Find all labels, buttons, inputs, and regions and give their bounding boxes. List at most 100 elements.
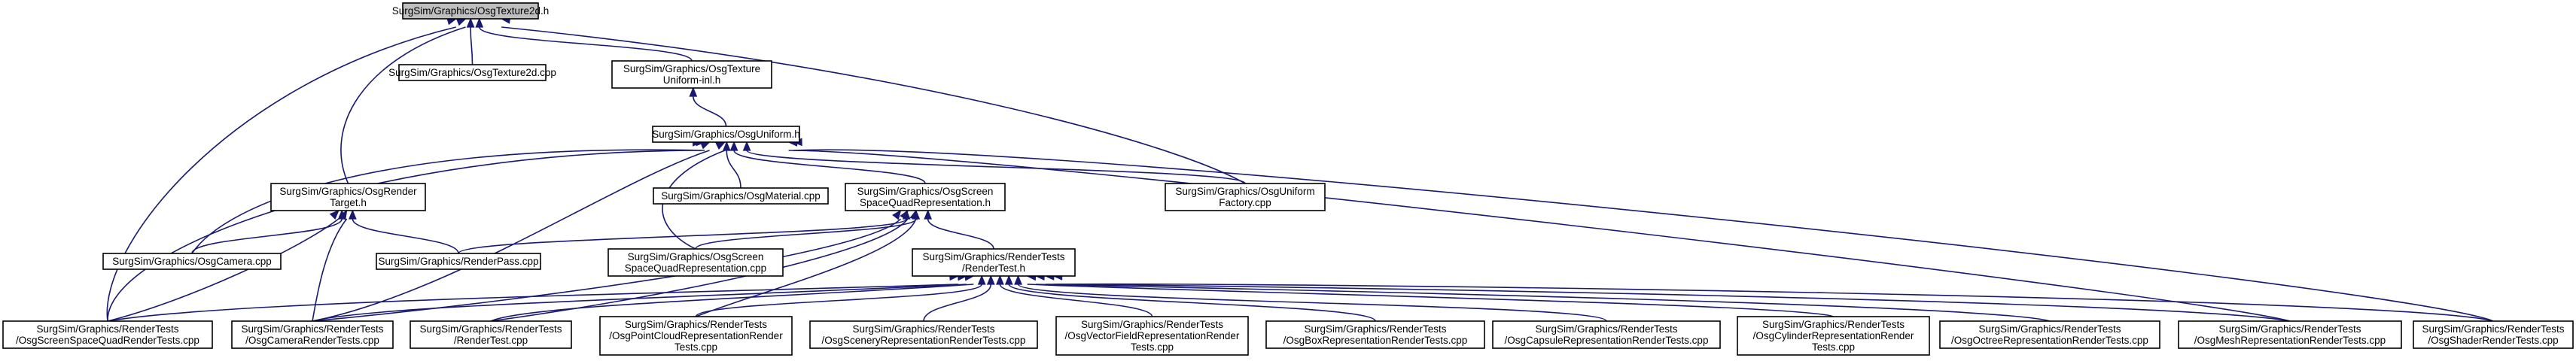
edge-line — [312, 150, 710, 322]
node-t-screen-quad[interactable]: SurgSim/Graphics/RenderTests/OsgScreenSp… — [2, 320, 213, 349]
node-label: /OsgCylinderRepresentationRender — [1753, 330, 1914, 341]
edge-arrowhead — [475, 17, 484, 28]
node-screen-quad-cpp[interactable]: SurgSim/Graphics/OsgScreenSpaceQuadRepre… — [607, 248, 784, 277]
node-t-render-test[interactable]: SurgSim/Graphics/RenderTests/RenderTest.… — [410, 320, 572, 349]
node-render-pass-cpp[interactable]: SurgSim/Graphics/RenderPass.cpp — [376, 253, 541, 270]
node-uniform-h[interactable]: SurgSim/Graphics/OsgUniform.h — [652, 126, 800, 143]
edge-arrowhead — [715, 141, 726, 150]
edge-arrowhead — [348, 209, 357, 220]
edge-line — [733, 150, 926, 184]
node-camera-cpp[interactable]: SurgSim/Graphics/OsgCamera.cpp — [102, 253, 282, 270]
edge-line — [927, 218, 994, 250]
edge-arrowhead — [329, 209, 340, 220]
node-label: /RenderTest.cpp — [454, 335, 528, 346]
node-screen-quad-h[interactable]: SurgSim/Graphics/OsgScreenSpaceQuadRepre… — [845, 183, 1006, 211]
edge-arrowhead — [909, 209, 918, 220]
node-label: Target.h — [330, 197, 367, 208]
node-label: /OsgBoxRepresentationRenderTests.cpp — [1283, 335, 1468, 346]
edge-arrowhead — [729, 141, 738, 151]
node-box — [402, 2, 539, 20]
node-box — [1737, 316, 1930, 356]
edge-uniform-h-to-uniform-factory-cpp — [742, 141, 1246, 184]
node-t-point-cloud[interactable]: SurgSim/Graphics/RenderTests/OsgPointClo… — [599, 316, 793, 356]
node-t-capsule[interactable]: SurgSim/Graphics/RenderTests/OsgCapsuleR… — [1492, 320, 1721, 349]
node-label: /OsgCameraRenderTests.cpp — [245, 335, 379, 346]
node-t-cylinder[interactable]: SurgSim/Graphics/RenderTests/OsgCylinder… — [1737, 316, 1930, 356]
edge-texture2d-h-to-uniform-factory-cpp — [500, 16, 1246, 184]
node-box — [1055, 316, 1249, 356]
edge-line — [695, 284, 982, 317]
edge-arrowhead — [338, 209, 348, 220]
node-texture2d-cpp[interactable]: SurgSim/Graphics/OsgTexture2d.cpp — [388, 64, 556, 81]
node-render-test-h[interactable]: SurgSim/Graphics/RenderTests/RenderTest.… — [912, 248, 1076, 277]
node-box — [1492, 320, 1721, 349]
edge-line — [1008, 284, 1376, 322]
edge-render-target-h-to-render-pass-cpp — [348, 209, 459, 254]
node-label: /OsgMeshRepresentationRenderTests.cpp — [2194, 335, 2386, 346]
edge-render-test-h-to-t-scenery — [923, 275, 995, 322]
node-t-scenery[interactable]: SurgSim/Graphics/RenderTests/OsgSceneryR… — [809, 320, 1038, 349]
edge-arrowhead — [924, 209, 933, 220]
node-box — [270, 183, 426, 211]
edge-arrowhead — [977, 275, 986, 285]
edge-line — [352, 218, 459, 254]
edge-line — [1045, 284, 2291, 322]
edge-texture2d-h-to-texture-uniform-inl — [475, 17, 693, 62]
edge-render-test-h-to-t-screen-quad — [107, 272, 960, 322]
edge-arrowhead — [455, 18, 467, 26]
node-label: SurgSim/Graphics/RenderTests — [852, 323, 994, 335]
edge-texture2d-h-to-t-screen-quad — [106, 17, 458, 322]
node-label: SurgSim/Graphics/OsgTexture2d.h — [392, 5, 550, 17]
edge-render-target-h-to-t-camera — [312, 209, 348, 322]
edge-line — [696, 218, 917, 317]
edge-arrowhead — [996, 275, 1004, 285]
node-box — [398, 64, 547, 81]
edge-line — [191, 218, 343, 254]
node-box — [653, 187, 829, 205]
node-label: SurgSim/Graphics/RenderPass.cpp — [378, 256, 538, 267]
node-box — [611, 60, 772, 89]
edge-line — [191, 149, 705, 254]
node-label: SurgSim/Graphics/RenderTests — [36, 323, 178, 335]
edge-arrowhead — [892, 209, 902, 220]
node-t-shader[interactable]: SurgSim/Graphics/RenderTests/OsgShaderRe… — [2413, 320, 2574, 349]
edge-uniform-h-to-material-cpp — [722, 141, 741, 189]
node-t-vector-field[interactable]: SurgSim/Graphics/RenderTests/OsgVectorFi… — [1055, 316, 1249, 356]
node-label: SurgSim/Graphics/OsgMaterial.cpp — [661, 190, 821, 202]
node-label: /OsgSceneryRepresentationRenderTests.cpp — [822, 335, 1026, 346]
node-t-camera[interactable]: SurgSim/Graphics/RenderTests/OsgCameraRe… — [231, 320, 394, 349]
edge-line — [746, 150, 1246, 184]
edge-line — [726, 150, 741, 189]
edge-arrowhead — [466, 17, 475, 28]
node-label: SurgSim/Graphics/RenderTests — [1762, 319, 1905, 330]
node-box — [1939, 320, 2160, 349]
node-box — [102, 253, 282, 270]
edge-screen-quad-h-to-screen-quad-cpp — [695, 209, 921, 250]
node-box — [410, 320, 572, 349]
node-label: SurgSim/Graphics/OsgScreen — [857, 186, 994, 197]
node-box — [607, 248, 784, 277]
node-box — [1265, 320, 1485, 349]
node-box — [376, 253, 541, 270]
node-t-box[interactable]: SurgSim/Graphics/RenderTests/OsgBoxRepre… — [1265, 320, 1485, 349]
edge-arrowhead — [689, 86, 698, 97]
edge-line — [999, 284, 1153, 317]
node-label: SurgSim/Graphics/OsgCamera.cpp — [112, 256, 272, 267]
node-t-mesh[interactable]: SurgSim/Graphics/RenderTests/OsgMeshRepr… — [2178, 320, 2402, 349]
edge-render-test-h-to-t-point-cloud — [695, 275, 986, 317]
node-material-cpp[interactable]: SurgSim/Graphics/OsgMaterial.cpp — [653, 187, 829, 205]
edge-arrowhead — [699, 141, 711, 150]
edge-render-test-h-to-t-render-test — [490, 272, 975, 322]
node-t-octree[interactable]: SurgSim/Graphics/RenderTests/OsgOctreeRe… — [1939, 320, 2160, 349]
node-texture2d-h[interactable]: SurgSim/Graphics/OsgTexture2d.h — [392, 2, 550, 20]
edge-line — [1053, 283, 2494, 322]
edge-render-test-h-to-t-capsule — [1014, 275, 1607, 322]
node-box — [845, 183, 1006, 211]
edge-line — [458, 218, 907, 254]
node-box — [912, 248, 1076, 277]
edge-render-target-h-to-t-screen-quad — [107, 209, 340, 322]
node-label: SurgSim/Graphics/OsgTexture — [623, 63, 760, 74]
